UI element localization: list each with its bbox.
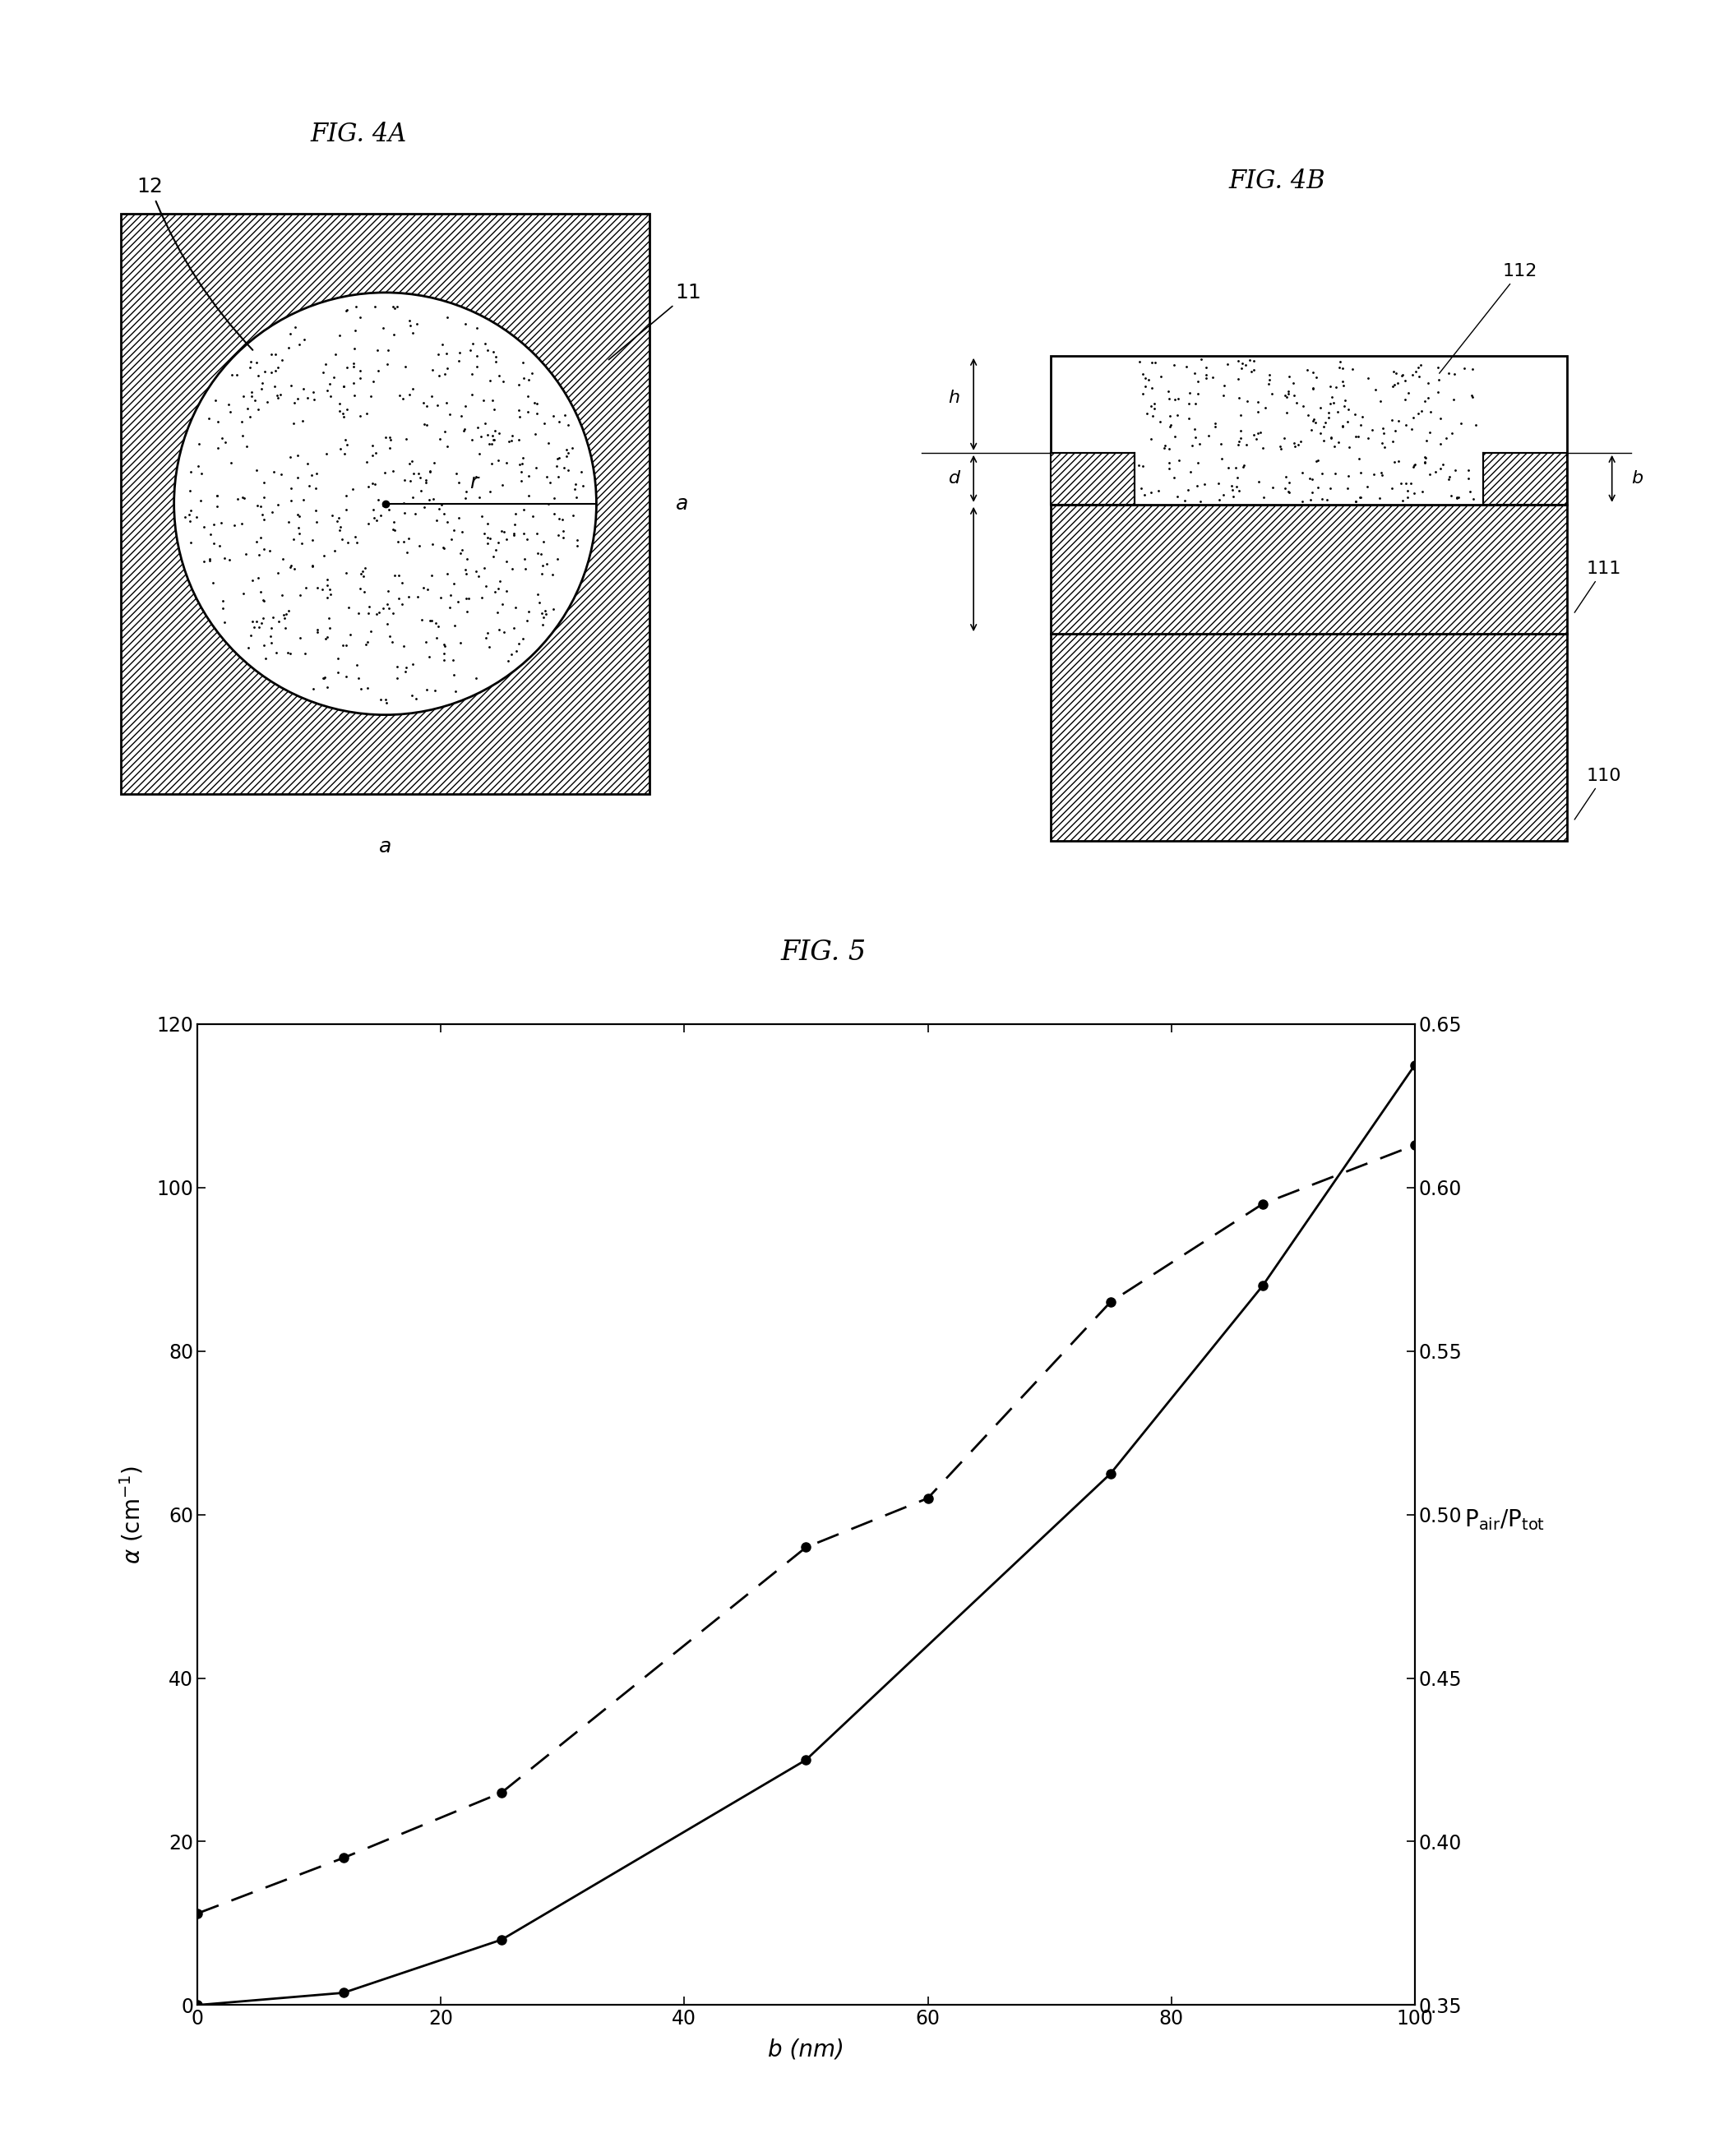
Circle shape xyxy=(173,293,597,716)
Text: a: a xyxy=(676,494,688,513)
Bar xyxy=(122,213,650,793)
Bar xyxy=(1051,634,1568,841)
Text: FIG. 5: FIG. 5 xyxy=(780,940,866,966)
Text: h: h xyxy=(948,390,960,405)
Text: FIG. 4B: FIG. 4B xyxy=(1228,168,1326,194)
Text: 11: 11 xyxy=(609,282,701,360)
Bar xyxy=(1483,453,1568,505)
Text: FIG. 4A: FIG. 4A xyxy=(310,121,406,147)
Text: r: r xyxy=(470,472,478,492)
Text: d: d xyxy=(948,470,960,487)
Bar xyxy=(1051,453,1135,505)
X-axis label: b (nm): b (nm) xyxy=(768,2037,844,2061)
Text: 112: 112 xyxy=(1439,263,1537,373)
Text: P$_{\rm air}$/P$_{\rm tot}$: P$_{\rm air}$/P$_{\rm tot}$ xyxy=(1465,1507,1545,1533)
Bar xyxy=(1051,505,1568,634)
Text: 110: 110 xyxy=(1574,768,1621,819)
Text: a: a xyxy=(379,837,391,856)
Bar xyxy=(1051,356,1568,505)
Text: 111: 111 xyxy=(1574,561,1621,612)
Text: 12: 12 xyxy=(137,177,252,349)
Text: b: b xyxy=(1631,470,1643,487)
Y-axis label: $\alpha$ (cm$^{-1}$): $\alpha$ (cm$^{-1}$) xyxy=(118,1466,144,1563)
